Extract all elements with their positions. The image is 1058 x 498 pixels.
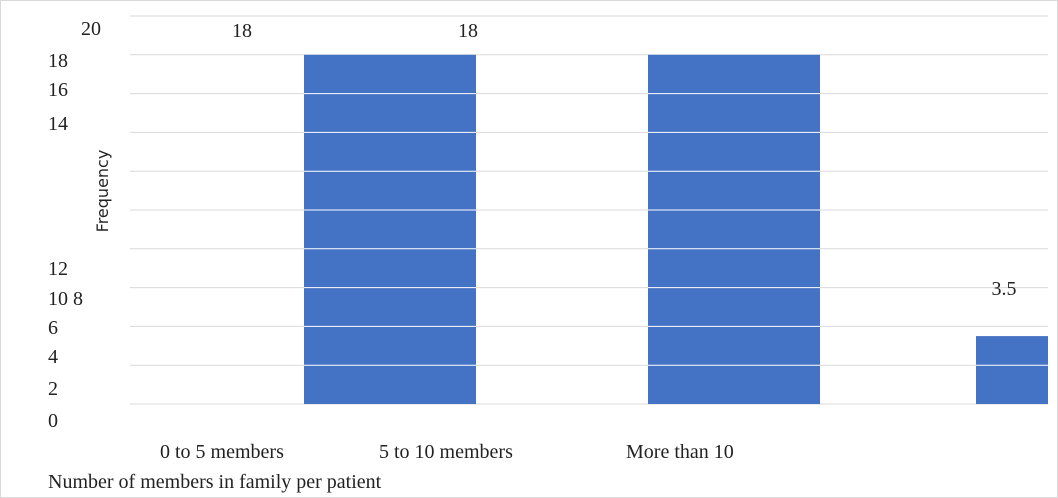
y-tick-label: 10 8 [48,288,83,310]
bar [976,336,1048,404]
data-label: 18 [458,20,478,42]
bar [648,54,820,405]
data-label: 3.5 [991,278,1017,300]
y-tick-label: 12 [48,258,68,280]
y-tick-label: 20 [81,18,101,40]
y-tick-label: 14 [48,113,68,135]
category-label: More than 10 [626,441,734,463]
y-tick-label: 2 [48,378,58,400]
gridlines [130,15,1048,405]
y-tick-label: 4 [48,346,58,368]
y-tick-label: 16 [48,79,68,101]
category-label: 0 to 5 members [160,441,284,463]
y-axis-title: Frequency [93,149,112,233]
x-axis-title: Number of members in family per patient [48,471,382,493]
y-tick-label: 18 [48,50,68,72]
bars [304,54,1048,405]
category-label: 5 to 10 members [379,441,513,463]
bar [304,54,476,405]
y-tick-label: 0 [48,410,58,432]
y-tick-label: 6 [48,317,58,339]
data-label: 18 [232,20,252,42]
